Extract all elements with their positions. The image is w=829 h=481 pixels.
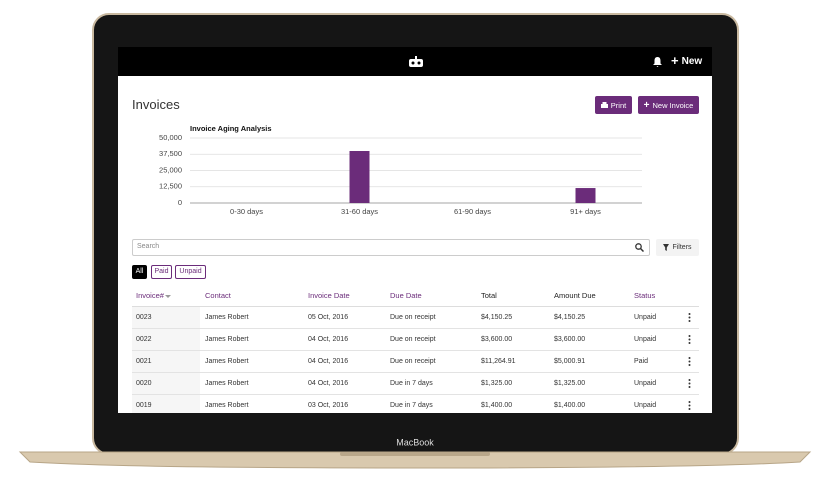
id-cell-bg — [132, 351, 200, 372]
table-cell: Due on receipt — [390, 336, 436, 343]
print-icon — [600, 101, 608, 108]
plus-icon: + — [643, 99, 650, 111]
y-tick-label: 12,500 — [159, 182, 182, 191]
table-cell: Due in 7 days — [390, 402, 433, 409]
table-cell: $4,150.25 — [481, 314, 513, 321]
device-label: MacBook — [396, 437, 434, 447]
print-label: Print — [610, 100, 627, 110]
id-cell-bg — [132, 329, 200, 350]
column-header[interactable]: Amount Due — [554, 291, 596, 300]
table-row — [132, 307, 699, 329]
table-cell: Due on receipt — [390, 314, 436, 321]
screen: + New Invoices Print + New Invoice Invoic… — [118, 47, 712, 413]
notch — [340, 452, 490, 456]
column-header[interactable]: Contact — [205, 291, 231, 300]
column-header[interactable]: Status — [634, 291, 656, 300]
plus-icon: + — [671, 53, 679, 68]
chart: 0 12,500 25,000 37,500 50,000 0-30 days 31-60 … — [159, 133, 642, 216]
table-cell: 0020 — [136, 380, 152, 387]
x-tick-label: 91+ days — [570, 207, 601, 216]
id-cell-bg — [132, 395, 200, 413]
table-row — [132, 329, 699, 351]
table-cell: Unpaid — [634, 402, 657, 409]
filters-button[interactable]: Filters — [656, 239, 699, 256]
new-label: New — [681, 56, 703, 67]
y-tick-label: 0 — [178, 198, 182, 207]
row-menu[interactable] — [688, 401, 691, 410]
table-cell: 0022 — [136, 336, 152, 343]
navbar: + New — [118, 47, 712, 76]
table-cell: Unpaid — [634, 380, 657, 387]
table-cell: 0021 — [136, 358, 152, 365]
column-header[interactable]: Due Date — [390, 291, 422, 300]
table-cell: Unpaid — [634, 336, 657, 343]
column-header[interactable]: Invoice# — [136, 291, 164, 300]
filter-icon — [663, 244, 670, 251]
filters-label: Filters — [672, 244, 692, 251]
search-box[interactable]: Search — [132, 239, 650, 256]
filter-tab[interactable]: All — [132, 265, 147, 279]
column-header[interactable]: Invoice Date — [308, 291, 350, 300]
bell-icon[interactable] — [653, 57, 662, 67]
table-cell: Unpaid — [634, 314, 657, 321]
chart-title: Invoice Aging Analysis — [190, 124, 272, 133]
table-cell: Paid — [634, 358, 649, 365]
bar — [349, 151, 370, 203]
column-header[interactable]: Total — [481, 291, 497, 300]
table-cell: $3,600.00 — [554, 336, 586, 343]
page-title: Invoices — [132, 97, 180, 112]
table-cell: $4,150.25 — [554, 314, 586, 321]
table-cell: $1,325.00 — [481, 380, 513, 387]
table-cell: $5,000.91 — [554, 358, 586, 365]
table-cell: James Robert — [205, 336, 249, 343]
table-cell: 0023 — [136, 314, 152, 321]
table-cell: $1,400.00 — [554, 402, 586, 409]
x-tick-label: 0-30 days — [230, 207, 263, 216]
table-row — [132, 373, 699, 395]
search-placeholder: Search — [137, 243, 160, 250]
row-menu[interactable] — [688, 313, 691, 322]
y-tick-label: 37,500 — [159, 149, 182, 158]
print-button[interactable]: Print — [595, 96, 632, 114]
table-cell: James Robert — [205, 314, 249, 321]
table-header-row — [132, 286, 699, 307]
row-menu[interactable] — [688, 335, 691, 344]
row-menu[interactable] — [688, 379, 691, 388]
table-cell: Due in 7 days — [390, 380, 433, 387]
y-tick-label: 50,000 — [159, 133, 182, 142]
new-invoice-label: New Invoice — [652, 100, 694, 110]
sort-icon[interactable] — [165, 295, 171, 299]
id-cell-bg — [132, 307, 200, 328]
table-cell: $3,600.00 — [481, 336, 513, 343]
filter-tab[interactable]: Paid — [151, 265, 172, 279]
filter-tab[interactable]: Unpaid — [175, 265, 206, 279]
base — [18, 451, 812, 469]
table-cell: 05 Oct, 2016 — [308, 314, 349, 321]
table-cell: $11,264.91 — [481, 358, 516, 365]
x-tick-label: 31-60 days — [341, 207, 378, 216]
table-cell: 0019 — [136, 402, 152, 409]
table-cell: 03 Oct, 2016 — [308, 402, 349, 409]
new-invoice-button[interactable]: + New Invoice — [638, 96, 699, 114]
x-tick-label: 61-90 days — [454, 207, 491, 216]
table-cell: James Robert — [205, 380, 249, 387]
table-cell: 04 Oct, 2016 — [308, 358, 349, 365]
search-icon — [635, 243, 644, 252]
table-row — [132, 351, 699, 373]
table-cell: James Robert — [205, 402, 249, 409]
table-cell: 04 Oct, 2016 — [308, 380, 349, 387]
table-cell: $1,400.00 — [481, 402, 513, 409]
new-button[interactable]: + New — [671, 53, 703, 68]
bar — [575, 188, 596, 203]
table-cell: James Robert — [205, 358, 249, 365]
table-cell: 04 Oct, 2016 — [308, 336, 349, 343]
row-menu[interactable] — [688, 357, 691, 366]
logo[interactable] — [408, 56, 424, 68]
id-cell-bg — [132, 373, 200, 394]
table-cell: $1,325.00 — [554, 380, 586, 387]
y-tick-label: 25,000 — [159, 165, 182, 174]
table-cell: Due on receipt — [390, 358, 436, 365]
